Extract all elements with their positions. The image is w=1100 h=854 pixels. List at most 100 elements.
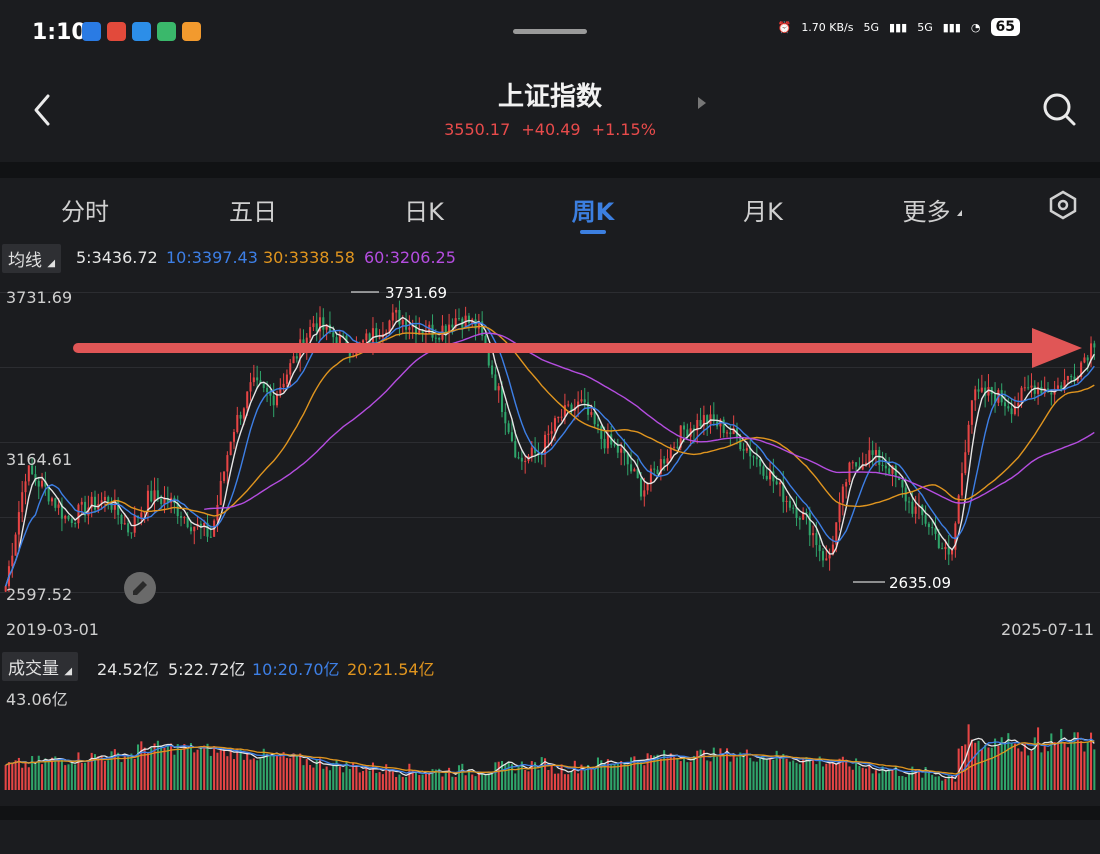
volume-bar <box>755 761 758 790</box>
candle-body <box>904 487 907 502</box>
candle-body <box>176 503 179 517</box>
volume-axis-max: 43.06亿 <box>6 690 68 709</box>
candle-body <box>980 387 983 392</box>
candle-body <box>864 462 868 465</box>
draw-tool-button[interactable] <box>124 572 156 604</box>
candle-body <box>239 414 242 419</box>
candle-body <box>676 446 679 448</box>
tab-intraday[interactable]: 分时 <box>61 198 109 226</box>
candle-body <box>127 523 130 533</box>
candle-body <box>960 473 964 496</box>
volume-bar <box>203 745 206 790</box>
status-bar: 1:10 ⏰ 1.70 KB/s 5G ▮▮▮ 5G ▮▮▮ ◔ 65 <box>0 0 1100 70</box>
candle-body <box>626 453 629 465</box>
candle-body <box>219 480 222 505</box>
candle-body <box>894 465 897 478</box>
candle-body <box>620 448 623 453</box>
volume-svg[interactable] <box>0 682 1100 794</box>
candle-body <box>669 447 672 459</box>
volume-bar <box>318 758 322 790</box>
candle-body <box>70 519 73 523</box>
candle-body <box>272 395 275 406</box>
candle-body <box>792 507 795 509</box>
candle-body <box>342 335 345 337</box>
candle-body <box>941 548 944 550</box>
candle-body <box>845 482 848 487</box>
volume-bar <box>358 772 361 790</box>
candle-body <box>193 526 196 532</box>
ma-selector-button[interactable]: 均线 ◢ <box>2 244 62 273</box>
volume-bar <box>57 760 60 790</box>
candle-body <box>623 448 626 454</box>
volume-bar <box>782 753 785 790</box>
candle-body <box>269 392 272 396</box>
candle-body <box>1093 343 1096 348</box>
candle-body <box>226 455 229 472</box>
search-icon[interactable] <box>1040 90 1078 128</box>
candle-body <box>312 323 315 328</box>
app-icon <box>82 22 101 41</box>
tab-more[interactable]: 更多 <box>872 192 992 227</box>
candle-body <box>524 460 527 462</box>
volume-bar <box>924 766 927 790</box>
candle-body <box>1033 385 1036 394</box>
volume-bar <box>444 773 447 790</box>
candle-body <box>1010 408 1013 415</box>
tab-five-day[interactable]: 五日 <box>229 198 277 226</box>
candle-body <box>633 469 636 472</box>
candle-body <box>160 498 163 505</box>
volume-bar <box>77 752 80 790</box>
tab-monthly-k[interactable]: 月K <box>743 198 783 226</box>
volume-bar <box>160 745 163 790</box>
candle-body <box>1086 357 1089 361</box>
settings-hexagon-icon[interactable] <box>1048 190 1078 220</box>
candle-body <box>924 515 927 524</box>
volume-bar <box>127 756 130 790</box>
volume-bar <box>851 769 854 790</box>
volume-bar <box>395 777 398 790</box>
candlestick-svg[interactable]: 3731.69 2635.09 <box>0 280 1100 610</box>
candlestick-chart[interactable]: 3731.69 2635.09 <box>0 280 1100 610</box>
candle-body <box>891 465 894 474</box>
tab-weekly-k[interactable]: 周K <box>571 198 615 226</box>
back-arrow-icon[interactable] <box>28 90 58 130</box>
volume-bar <box>845 759 848 790</box>
candle-body <box>931 527 934 529</box>
volume-bar <box>825 763 828 790</box>
candle-body <box>60 504 63 519</box>
candle-body <box>749 448 752 457</box>
volume-bar <box>41 764 44 790</box>
candle-body <box>613 444 616 446</box>
volume-bar <box>196 749 199 790</box>
candle-body <box>14 534 17 556</box>
volume-bar <box>266 753 269 790</box>
volume-chart[interactable] <box>0 682 1100 794</box>
volume-bar <box>941 780 944 790</box>
tab-daily-k[interactable]: 日K <box>404 198 444 226</box>
volume-selector-button[interactable]: 成交量 ◢ <box>2 652 79 681</box>
volume-bar <box>110 751 113 790</box>
volume-bar <box>74 764 77 790</box>
volume-bar <box>252 758 255 790</box>
candle-body <box>795 508 798 519</box>
candle-body <box>1066 376 1069 380</box>
volume-bar <box>219 748 222 790</box>
volume-bar <box>1056 743 1059 790</box>
volume-bar <box>762 755 765 790</box>
candle-body <box>1030 385 1033 388</box>
volume-bar <box>31 756 34 790</box>
volume-bar <box>831 763 834 790</box>
next-index-icon[interactable] <box>698 97 706 109</box>
volume-bar <box>577 773 580 790</box>
volume-bar <box>812 758 815 790</box>
candle-body <box>504 411 507 424</box>
volume-bar <box>567 774 570 790</box>
volume-bar <box>1053 742 1056 790</box>
volume-bar <box>80 762 83 790</box>
volume-bar <box>980 749 983 790</box>
volume-bar <box>590 767 593 790</box>
volume-bar <box>775 750 778 790</box>
volume-bar <box>325 766 328 790</box>
candle-body <box>163 498 166 505</box>
candle-body <box>821 551 825 561</box>
